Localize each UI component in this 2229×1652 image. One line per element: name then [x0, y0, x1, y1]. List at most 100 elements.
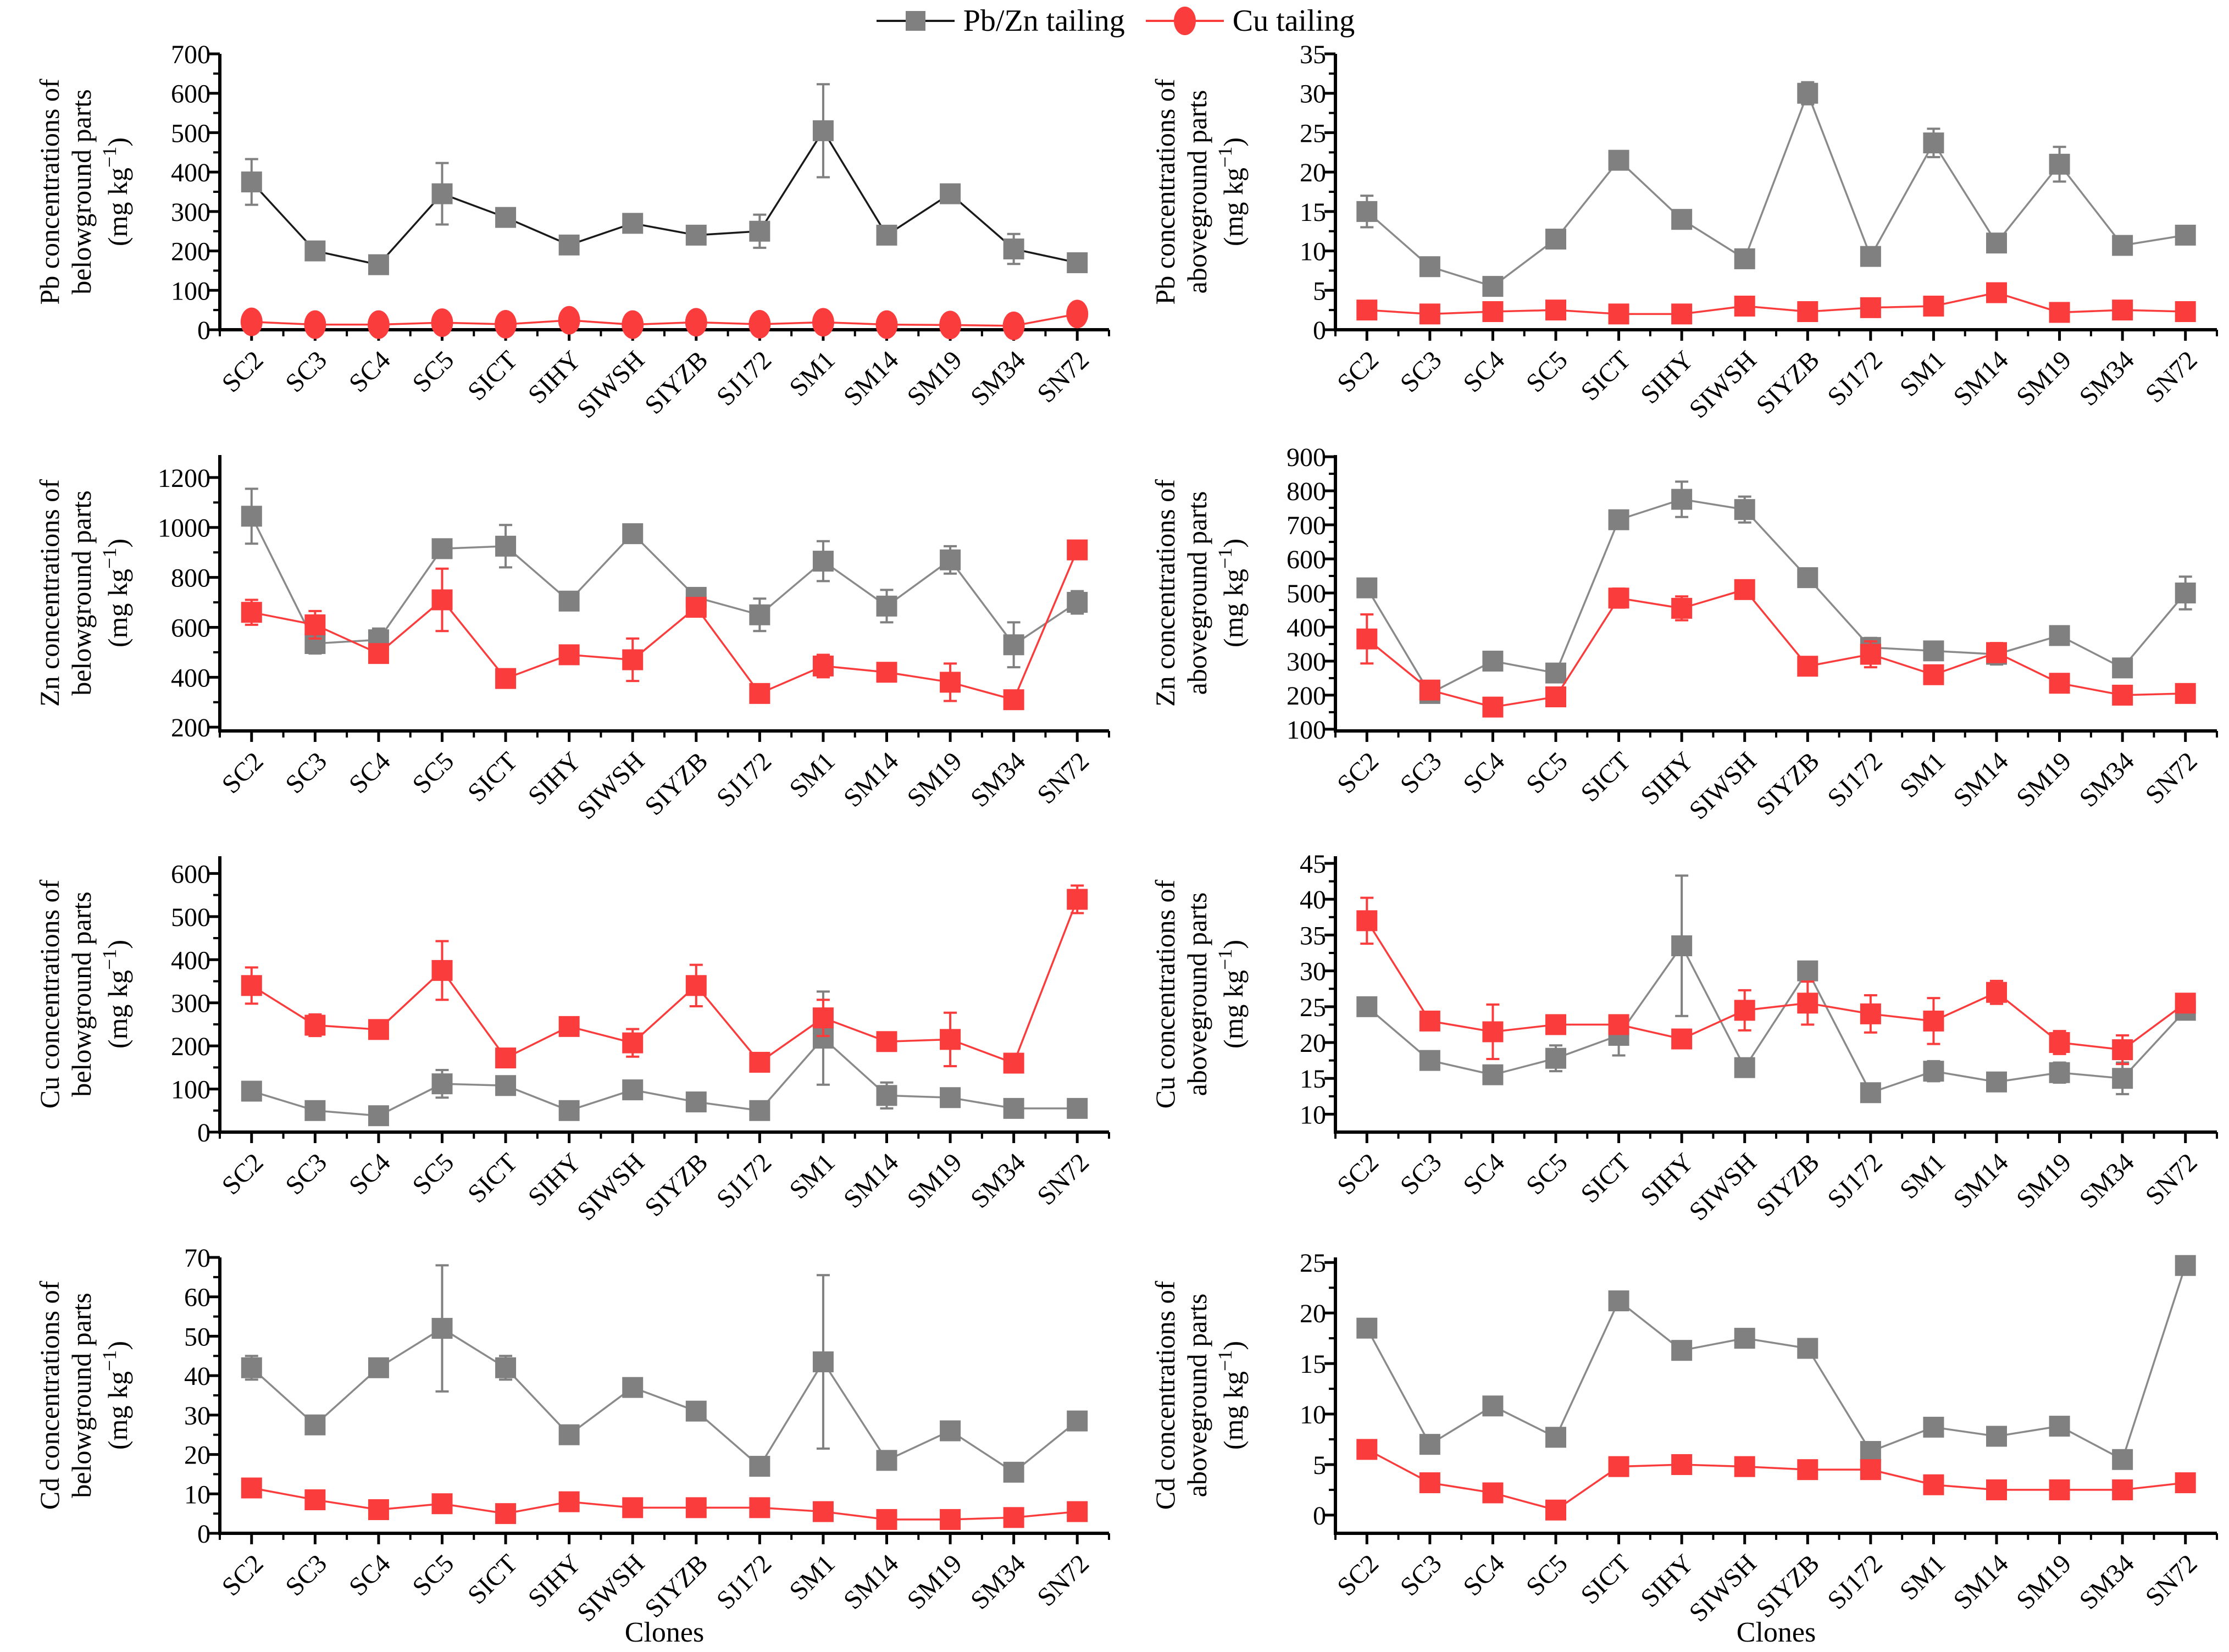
- data-point-square: [812, 1351, 834, 1373]
- y-axis-title: Cd concentrations of: [34, 1280, 65, 1510]
- data-point-square: [1860, 297, 1881, 318]
- x-tick-label: SJ172: [711, 345, 777, 411]
- data-point-square: [2175, 1255, 2196, 1276]
- data-point-square: [1482, 301, 1504, 323]
- cu-circle-marker-icon: [1145, 7, 1224, 35]
- x-tick-label: SICT: [462, 1147, 523, 1208]
- y-tick-label: 600: [171, 80, 210, 109]
- data-point-square: [749, 1456, 770, 1477]
- data-point-square: [876, 662, 897, 683]
- x-axis-title: Clones: [625, 1617, 704, 1648]
- data-point-square: [876, 595, 897, 617]
- y-tick-label: 40: [1300, 885, 1326, 914]
- data-point-square: [1860, 246, 1881, 267]
- axis-lines: [1334, 856, 2217, 1134]
- data-point-square: [495, 1357, 517, 1378]
- data-point-square: [749, 1497, 770, 1518]
- y-tick-label: 10: [1300, 1400, 1326, 1429]
- y-tick-label: 30: [1300, 80, 1326, 109]
- y-axis-title: Cu concentrations of: [34, 879, 65, 1108]
- series-pbzn: [241, 487, 1088, 669]
- panel-cd-aboveground: 0 5 10 15 20 25 SC2 SC3 SC4 SC5 SICT SIHY SIWSH SIYZB…: [1146, 1248, 2229, 1652]
- x-axis-title: Clones: [1737, 1617, 1816, 1648]
- x-tick-label: SIWSH: [572, 1147, 650, 1226]
- y-axis-title: Zn concentrations of: [1150, 479, 1180, 707]
- x-tick-label: SC5: [1521, 1147, 1573, 1200]
- y-tick-label: 50: [184, 1322, 210, 1351]
- data-point-square: [749, 220, 770, 242]
- x-tick-label: SC5: [1521, 345, 1573, 398]
- series-line: [1366, 1448, 2186, 1511]
- data-point-square: [749, 683, 770, 704]
- data-point-square: [304, 1414, 326, 1435]
- y-tick-label: 10: [1300, 1100, 1326, 1129]
- data-point-square: [812, 120, 834, 141]
- x-tick-label: SC3: [1395, 345, 1448, 398]
- y-tick-label: 400: [171, 158, 210, 187]
- y-axis-title: belowground parts: [66, 891, 97, 1097]
- series-pbzn: [241, 83, 1088, 275]
- legend-square-pbzn: [905, 11, 925, 31]
- data-point-circle: [748, 309, 771, 339]
- chart-legend: Pb/Zn tailing Cu tailing: [0, 3, 2229, 38]
- series-cu: [241, 539, 1088, 711]
- x-tick-label: SJ172: [1822, 1147, 1888, 1213]
- data-point-square: [685, 1400, 707, 1422]
- data-point-square: [495, 1075, 517, 1096]
- y-axis-unit: (mg kg−1): [1214, 1341, 1249, 1450]
- data-point-square: [622, 213, 644, 234]
- y-tick-label: 600: [171, 613, 210, 642]
- data-point-square: [1608, 149, 1629, 171]
- y-axis-title: belowground parts: [66, 89, 97, 295]
- x-tick-label: SN72: [1032, 746, 1095, 810]
- x-tick-label: SC2: [217, 1147, 269, 1200]
- y-tick-label: 800: [1287, 477, 1326, 506]
- data-point-square: [1923, 132, 1944, 154]
- y-axis-unit: (mg kg−1): [1214, 137, 1249, 246]
- panel-zn-aboveground: 100 200 300 400 500 600 700 800 900 SC2 SC3 SC4 SC5 S…: [1146, 443, 2229, 850]
- y-tick-label: 20: [1300, 1029, 1326, 1058]
- data-point-square: [1608, 509, 1629, 530]
- data-point-square: [495, 535, 517, 557]
- data-point-square: [1067, 1097, 1088, 1119]
- data-point-square: [1734, 1000, 1755, 1021]
- x-tick-label: SC3: [280, 345, 332, 398]
- x-tick-label: SC5: [1521, 1549, 1573, 1601]
- data-point-square: [940, 672, 961, 693]
- x-tick-label: SC4: [1457, 1147, 1510, 1200]
- y-tick-label: 15: [1300, 1350, 1326, 1379]
- x-tick-label: SM34: [965, 345, 1031, 411]
- x-tick-label: SC5: [1521, 746, 1573, 799]
- data-point-square: [431, 1073, 453, 1095]
- x-tick-label: SM14: [1948, 1147, 2014, 1213]
- series-pbzn: [1356, 81, 2196, 297]
- data-point-square: [876, 224, 897, 246]
- data-point-square: [495, 1503, 517, 1525]
- data-point-square: [2112, 1479, 2133, 1500]
- data-point-square: [1797, 82, 1818, 104]
- panel-zn-belowground: 200 400 600 800 1000 1200 SC2 SC3 SC4 SC5 SICT SIHY…: [30, 445, 1121, 850]
- data-point-square: [1356, 1317, 1378, 1339]
- data-point-square: [368, 1499, 389, 1520]
- series-pbzn: [241, 990, 1088, 1127]
- data-point-square: [1608, 1014, 1629, 1035]
- x-tick-label: SIYZB: [639, 746, 714, 821]
- data-point-square: [2175, 224, 2196, 246]
- data-point-square: [241, 171, 262, 193]
- data-point-square: [1671, 1028, 1693, 1050]
- y-tick-label: 30: [1300, 957, 1326, 986]
- data-point-square: [2112, 300, 2133, 321]
- data-point-square: [1986, 642, 2007, 663]
- series-line: [1366, 90, 2186, 288]
- data-point-square: [1671, 935, 1693, 956]
- legend-circle-cu: [1173, 7, 1196, 35]
- y-axis-title: Zn concentrations of: [34, 479, 65, 707]
- legend-item-cu-tailing: Cu tailing: [1144, 3, 1355, 38]
- x-tick-label: SC5: [407, 1147, 459, 1200]
- x-tick-label: SM14: [1948, 746, 2014, 812]
- data-point-square: [1986, 1071, 2007, 1093]
